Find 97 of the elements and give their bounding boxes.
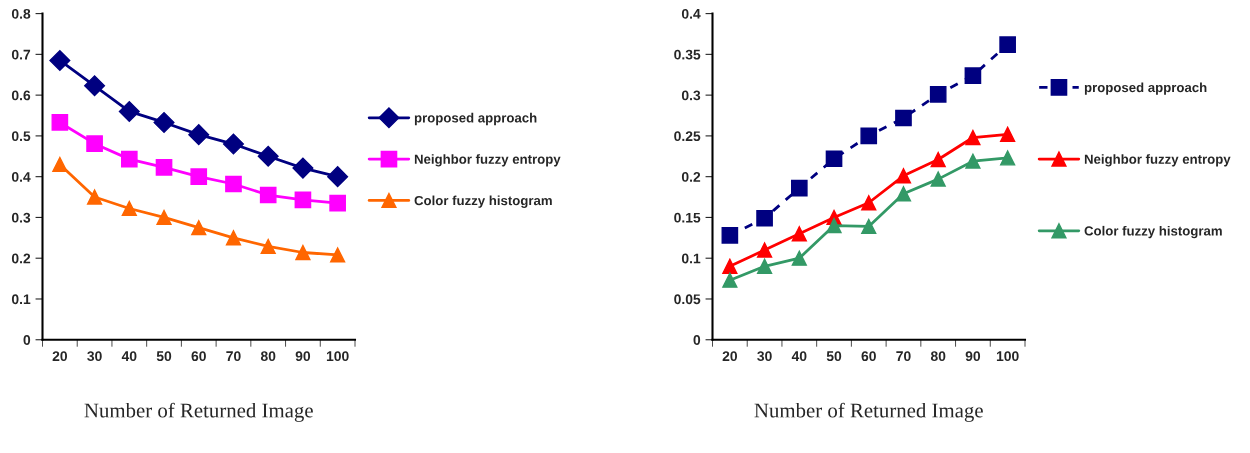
point (999, 36, 1016, 53)
y-tick-label: 0.15 (674, 212, 701, 223)
point (153, 111, 175, 133)
point (259, 186, 277, 204)
point (756, 242, 773, 258)
point (756, 258, 773, 275)
point (860, 127, 878, 145)
point (965, 129, 981, 146)
x-tick-label: 40 (121, 351, 137, 362)
y-tick-label: 0.1 (681, 253, 701, 264)
x-tick-label: 50 (156, 351, 172, 362)
point (825, 150, 843, 168)
point (722, 258, 738, 275)
point (292, 157, 314, 179)
point (260, 238, 276, 255)
point (156, 209, 172, 226)
legend-label: proposed approach (414, 112, 537, 126)
legend-label: Color fuzzy histogram (1084, 225, 1222, 239)
point (930, 171, 946, 187)
point (964, 67, 982, 84)
point (86, 135, 103, 152)
point (51, 114, 69, 131)
y-tick-label: 0 (23, 335, 31, 345)
point (225, 175, 242, 193)
x-tick-label: 20 (52, 351, 68, 362)
x-tick-label: 20 (722, 351, 738, 362)
x-tick-label: 50 (826, 351, 842, 362)
x-tick-label: 80 (260, 351, 276, 362)
point (295, 244, 311, 261)
y-tick-label: 0.25 (674, 131, 701, 142)
point (790, 179, 808, 197)
y-tick-label: 0.05 (674, 294, 701, 305)
y-tick-label: 0.1 (11, 294, 31, 305)
point (929, 85, 947, 103)
point (721, 227, 739, 244)
x-axis-title: Number of Returned Image (84, 402, 313, 422)
point (120, 150, 138, 168)
point (930, 151, 946, 168)
point (52, 156, 68, 173)
y-tick-label: 0.3 (11, 212, 31, 223)
y-tick-label: 0 (693, 335, 701, 345)
point (190, 168, 208, 186)
y-tick-label: 0.6 (11, 90, 31, 101)
point (49, 49, 71, 71)
point (722, 272, 738, 288)
y-tick-label: 0.2 (681, 172, 701, 182)
point (188, 124, 210, 146)
y-tick-label: 0.2 (11, 253, 31, 264)
point (155, 158, 173, 176)
point (791, 226, 807, 242)
x-axis-title: Number of Returned Image (754, 402, 983, 422)
point (121, 200, 137, 217)
point (225, 230, 242, 246)
point (895, 168, 912, 184)
legend-label: Neighbor fuzzy entropy (414, 154, 561, 167)
y-tick-label: 0.7 (11, 49, 31, 60)
y-tick-label: 0.4 (681, 8, 701, 19)
x-tick-label: 90 (295, 351, 311, 362)
y-tick-label: 0.4 (11, 172, 31, 182)
point (329, 247, 346, 263)
point (294, 191, 312, 209)
point (84, 75, 106, 97)
point (222, 133, 244, 155)
legend-label: Color fuzzy histogram (414, 195, 552, 208)
x-tick-label: 70 (226, 351, 241, 362)
point (826, 217, 842, 234)
point (86, 189, 103, 205)
legend-label: proposed approach (1084, 82, 1207, 95)
point (118, 100, 140, 122)
y-tick-label: 0.5 (11, 131, 31, 142)
x-tick-label: 80 (930, 351, 946, 362)
x-tick-label: 60 (191, 351, 206, 362)
point (861, 195, 877, 211)
point (861, 218, 877, 235)
x-tick-label: 90 (965, 351, 981, 362)
x-tick-label: 70 (896, 351, 911, 362)
y-tick-label: 0.3 (681, 90, 701, 101)
point (791, 250, 807, 266)
y-tick-label: 0.8 (11, 8, 31, 19)
y-tick-label: 0.35 (674, 49, 701, 60)
point (999, 126, 1016, 142)
x-tick-label: 60 (861, 351, 876, 362)
legend-label: Neighbor fuzzy entropy (1084, 154, 1231, 167)
x-tick-label: 30 (87, 351, 102, 362)
point (895, 109, 912, 127)
point (329, 194, 346, 212)
point (756, 209, 773, 227)
x-tick-label: 40 (791, 351, 807, 362)
point (191, 219, 207, 236)
point (895, 186, 912, 202)
point (327, 166, 349, 188)
x-tick-label: 100 (996, 351, 1019, 362)
x-tick-label: 100 (326, 351, 349, 362)
point (965, 153, 981, 169)
point (257, 145, 279, 167)
x-tick-label: 30 (757, 351, 772, 362)
point (999, 150, 1016, 166)
